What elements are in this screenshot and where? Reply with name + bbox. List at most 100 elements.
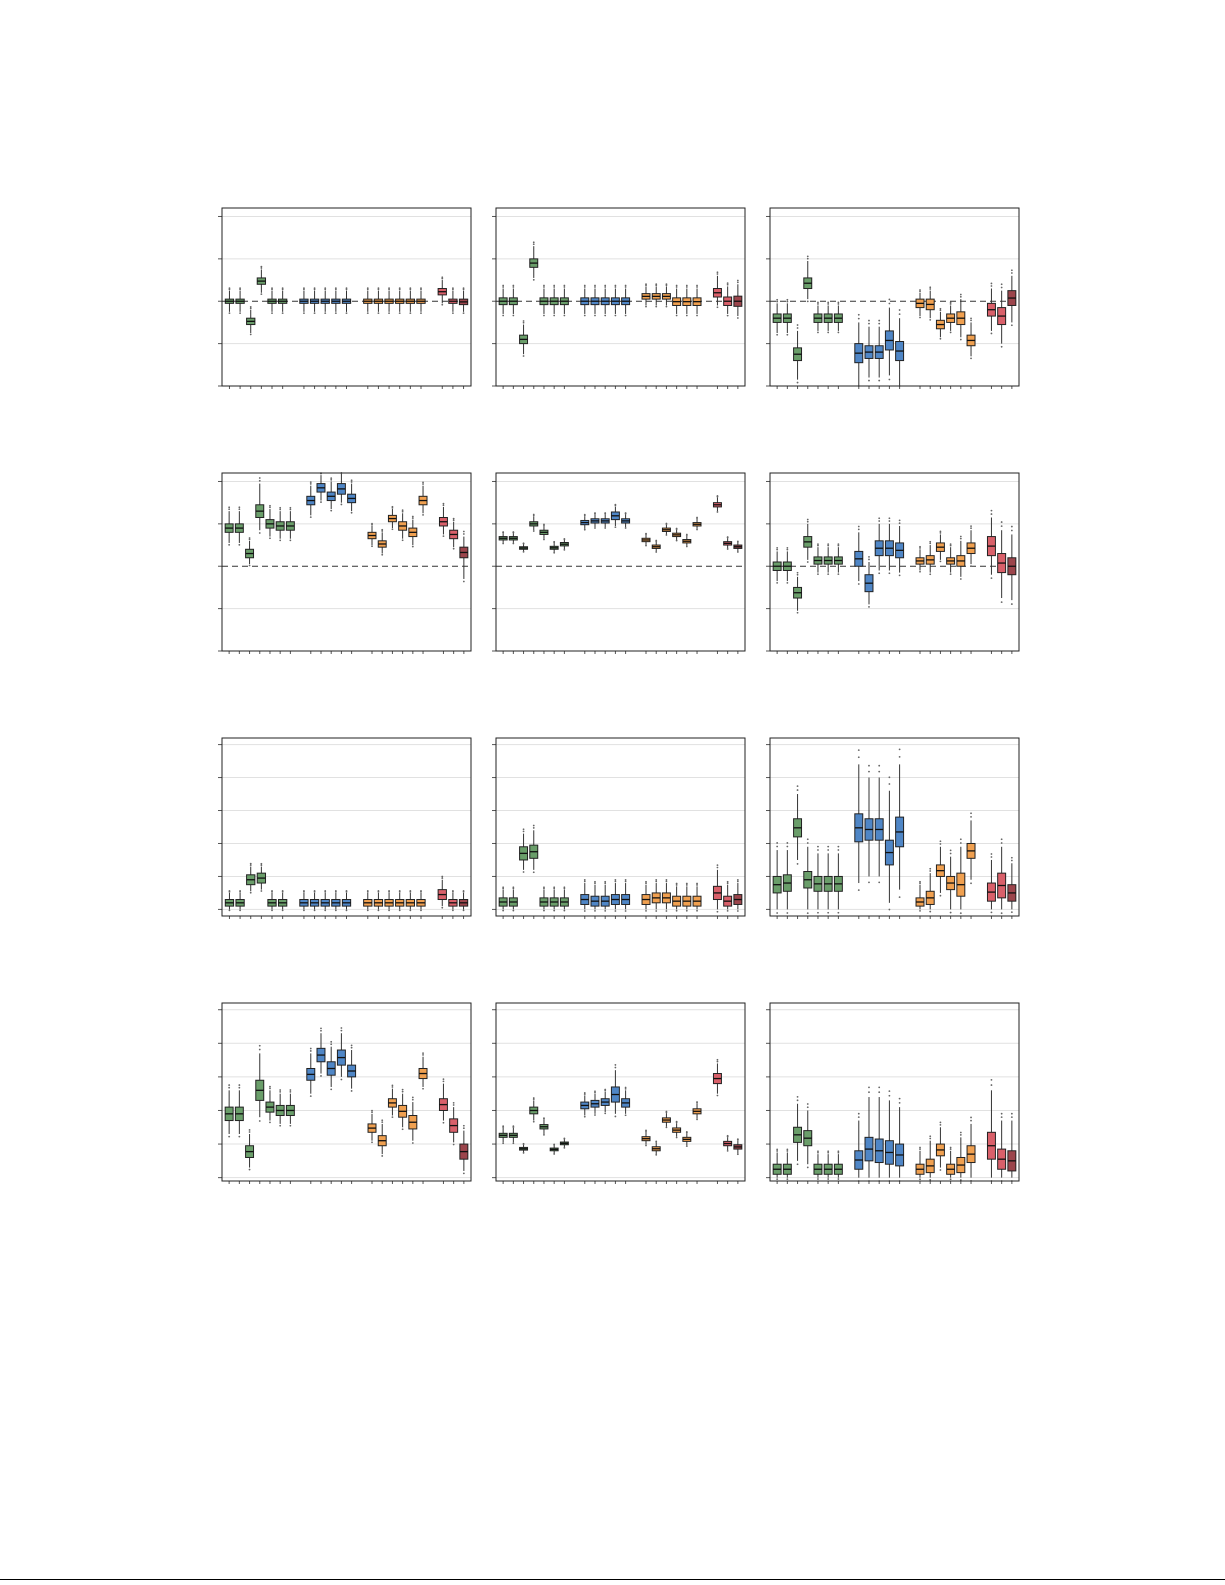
boxplot-panel (218, 472, 472, 654)
box-item (529, 513, 539, 532)
boxplot-panel (218, 1002, 472, 1184)
box-item (823, 543, 833, 576)
box-item (813, 845, 823, 914)
outlier-point (604, 1088, 607, 1091)
outlier-point (1000, 521, 1003, 523)
outlier-point (462, 1127, 465, 1130)
outlier-point (388, 288, 390, 291)
outlier-point (898, 574, 901, 577)
box-item (935, 1121, 945, 1171)
box-item (915, 545, 925, 573)
outlier-point (959, 293, 962, 296)
outlier-point (898, 309, 901, 311)
outlier-point (696, 284, 698, 287)
outlier-point (228, 1135, 231, 1138)
box-item (925, 540, 935, 576)
outlier-point (959, 578, 962, 580)
outlier-point (919, 547, 921, 549)
outlier-point (228, 508, 231, 511)
outlier-point (452, 287, 454, 289)
outlier-point (553, 909, 556, 912)
box-item (864, 319, 874, 382)
box-item (449, 517, 459, 550)
box-item (884, 517, 894, 575)
box-item (661, 522, 671, 536)
outlier-point (442, 502, 445, 505)
plot-frame (221, 737, 472, 917)
plot-frame (769, 737, 1020, 917)
outlier-point (289, 508, 292, 511)
outlier-point (817, 1178, 819, 1180)
outlier-point (309, 483, 312, 485)
outlier-point (313, 312, 316, 315)
outlier-point (248, 1168, 251, 1171)
box-item (265, 1085, 275, 1124)
outlier-point (269, 506, 271, 509)
outlier-point (401, 1090, 404, 1093)
box-item (267, 890, 277, 912)
box-item (347, 479, 357, 514)
outlier-point (248, 1131, 251, 1133)
outlier-point (502, 909, 505, 912)
box-item (377, 1119, 387, 1157)
outlier-point (806, 255, 809, 258)
outlier-point (736, 551, 739, 553)
outlier-point (442, 535, 445, 538)
outlier-point (929, 573, 932, 576)
outlier-point (238, 1084, 241, 1086)
outlier-point (970, 357, 972, 360)
outlier-point (716, 910, 719, 913)
outlier-point (645, 1129, 647, 1132)
outlier-point (939, 1121, 942, 1124)
outlier-point (736, 540, 739, 543)
outlier-point (949, 544, 952, 547)
outlier-point (269, 1121, 271, 1124)
outlier-point (665, 878, 668, 881)
outlier-point (441, 303, 444, 306)
outlier-point (685, 909, 688, 912)
box-item (966, 812, 976, 885)
outlier-point (377, 312, 380, 315)
outlier-point (228, 1086, 231, 1089)
outlier-point (279, 1089, 282, 1091)
outlier-point (279, 508, 282, 511)
outlier-point (817, 543, 819, 546)
outlier-point (391, 1086, 394, 1088)
outlier-point (260, 267, 263, 269)
outlier-point (411, 1098, 414, 1101)
outlier-point (675, 539, 678, 542)
outlier-point (786, 581, 789, 584)
outlier-point (512, 531, 515, 533)
outlier-point (685, 1130, 688, 1133)
outlier-point (817, 849, 819, 851)
box-item (255, 1044, 265, 1122)
outlier-point (796, 1096, 799, 1098)
outlier-point (340, 1078, 343, 1081)
outlier-point (888, 298, 891, 301)
outlier-point (1000, 842, 1003, 844)
outlier-point (857, 525, 860, 528)
outlier-point (786, 912, 789, 914)
outlier-point (409, 909, 412, 912)
outlier-point (806, 1106, 809, 1109)
outlier-point (888, 776, 891, 779)
outlier-point (796, 573, 799, 576)
outlier-point (543, 1133, 545, 1136)
box-item (895, 748, 905, 899)
outlier-point (645, 909, 647, 912)
outlier-point (655, 1140, 658, 1143)
outlier-point (837, 911, 840, 914)
outlier-point (898, 755, 901, 758)
outlier-point (452, 909, 454, 912)
outlier-point (716, 866, 719, 869)
outlier-point (452, 547, 455, 550)
boxplot-panel (218, 737, 472, 919)
outlier-point (502, 1142, 505, 1145)
outlier-point (817, 911, 819, 914)
outlier-point (442, 1080, 445, 1083)
outlier-point (837, 1151, 840, 1154)
outlier-point (422, 481, 424, 484)
outlier-point (228, 506, 231, 509)
outlier-point (929, 870, 932, 872)
outlier-point (553, 551, 556, 554)
